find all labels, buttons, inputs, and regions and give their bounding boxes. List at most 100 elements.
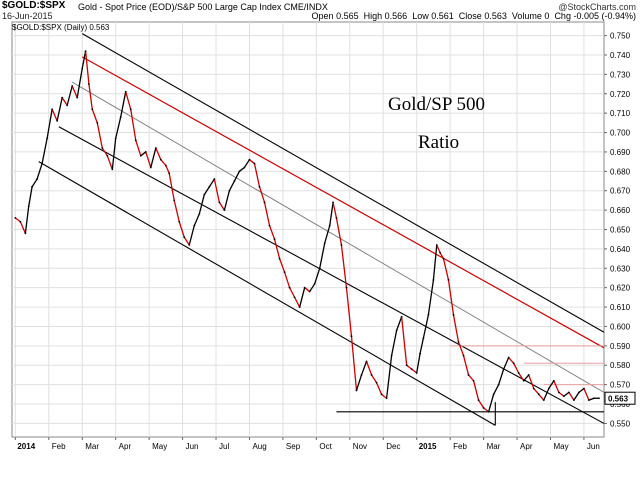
series-point [183,236,186,239]
series-point [248,158,251,161]
series-point [303,286,306,289]
series-point [88,83,90,85]
series-point [400,315,403,318]
symbol-label: $GOLD:$SPX [2,0,66,11]
series-point [547,387,550,390]
series-point [193,224,196,227]
last-value-box [604,391,636,405]
x-tick-label: Aug [252,442,266,451]
series-point [323,242,326,244]
y-tick-label: 0.750 [610,32,631,41]
series-point [96,121,99,124]
series-point [178,220,181,223]
series-segment [178,221,185,238]
series-point [198,213,201,215]
series-point [562,395,565,398]
series-point [263,201,266,204]
series-point [588,399,590,402]
date-label: 16-Jun-2015 [2,11,53,21]
series-point [139,154,142,157]
series-point [593,397,595,400]
series-point [114,137,117,140]
series-segment [309,283,316,292]
series-segment [150,147,157,168]
symbol-description: Gold - Spot Price (EOD)/S&P 500 Large Ca… [78,2,328,12]
volume-value: 0 [544,11,550,21]
series-segment [188,225,195,246]
series-point [293,296,296,299]
series-point [258,185,261,188]
series-segment [88,83,93,110]
brand-label[interactable]: @StockCharts.com [558,2,636,12]
x-tick-label: 2014 [17,442,35,451]
series-point [24,232,27,235]
series-point [598,397,600,400]
series-segment [253,163,261,187]
series-segment [19,221,26,234]
series-segment [487,394,495,412]
series-point [487,410,490,413]
y-tick-label: 0.640 [610,245,631,254]
series-segment [31,178,38,188]
series-point [447,279,450,281]
y-tick-label: 0.710 [610,109,631,118]
series-segment [483,407,490,413]
series-point [527,374,530,376]
series-segment [228,180,235,192]
series-segment [457,341,465,356]
quote-summary: Open 0.565 High 0.566 Low 0.561 Close 0.… [312,11,636,21]
series-point [119,116,122,118]
chart-legend: $GOLD:$SPX (Daily) 0.563 [12,23,110,32]
series-segment [208,178,215,188]
trend-line-mid [71,81,605,393]
series-segment [263,202,271,226]
series-point [213,178,216,180]
series-segment [528,374,535,389]
x-tick-label: May [152,442,167,451]
series-segment [14,217,21,223]
trend-line-channel [81,33,605,333]
y-tick-label: 0.590 [610,342,631,351]
y-tick-label: 0.570 [610,381,631,390]
x-tick-label: Feb [453,442,467,451]
series-segment [329,202,334,226]
series-segment [447,279,455,315]
series-segment [46,109,53,139]
x-axis: 2014 Feb Mar Apr May Jun Jul Aug Sep Oct Nov Dec 201… [14,437,600,451]
y-tick-label: 0.720 [610,90,631,99]
series-segment [135,140,142,157]
series-segment [432,244,438,280]
series-point [422,337,425,339]
series-point [355,389,358,392]
series-segment [472,380,480,401]
series-segment [324,225,331,244]
series-point [41,162,44,165]
series-segment [442,258,450,281]
series-point [462,354,465,357]
series-point [375,381,378,384]
y-axis: 0.750 0.740 0.730 0.720 0.710 0.700 0.690 0.680… [604,32,636,428]
series-segment [396,316,403,331]
series-segment [385,355,393,399]
series-segment [513,363,520,374]
series-point [243,166,246,169]
series-point [318,267,321,270]
series-point [435,244,438,246]
series-segment [350,336,358,391]
series-point [578,391,580,394]
x-tick-label: Jun [186,442,199,451]
series-point [385,397,388,400]
series-segment [223,190,231,211]
low-label: Low [412,11,429,21]
series-point [208,185,211,188]
series-segment [375,382,383,395]
series-point [472,379,475,382]
series-segment [558,391,565,397]
x-tick-label: Mar [85,442,99,451]
series-segment [508,357,515,364]
series-point [76,96,79,99]
series-point [223,209,226,212]
series-point [36,178,38,180]
series-segment [406,364,413,370]
series-segment [332,202,338,219]
